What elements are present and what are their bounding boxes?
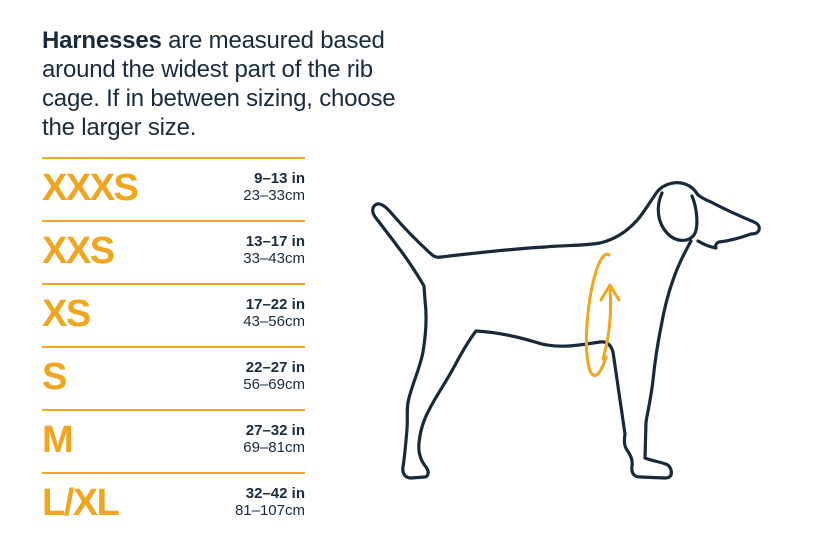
size-label: XXS bbox=[42, 230, 115, 272]
size-cm: 69–81cm bbox=[243, 439, 305, 456]
size-measurements: 22–27 in 56–69cm bbox=[243, 348, 305, 393]
dog-ear-outline bbox=[656, 191, 699, 242]
size-measurements: 17–22 in 43–56cm bbox=[243, 285, 305, 330]
intro-text: Harnesses are measured based around the … bbox=[42, 26, 462, 142]
size-cm: 33–43cm bbox=[243, 250, 305, 267]
size-inches: 32–42 in bbox=[245, 485, 305, 502]
size-inches: 27–32 in bbox=[245, 422, 305, 439]
size-cm: 81–107cm bbox=[234, 502, 305, 519]
size-measurements: 32–42 in 81–107cm bbox=[235, 474, 305, 519]
size-inches: 13–17 in bbox=[245, 233, 305, 250]
girth-arrow-head bbox=[599, 283, 621, 302]
table-row-xs: XS 17–22 in 43–56cm bbox=[42, 283, 305, 346]
dog-body-outline bbox=[371, 181, 761, 480]
intro-line-3: cage. If in between sizing, choose bbox=[42, 85, 396, 112]
size-cm: 23–33cm bbox=[243, 187, 305, 204]
intro-line-1: Harnesses are measured based bbox=[42, 26, 462, 55]
intro-line-4: the larger size. bbox=[42, 114, 197, 141]
size-cm: 43–56cm bbox=[243, 313, 305, 330]
size-measurements: 27–32 in 69–81cm bbox=[243, 411, 305, 456]
size-inches: 17–22 in bbox=[245, 296, 305, 313]
girth-measurement-loop bbox=[584, 252, 611, 377]
size-label: L/XL bbox=[42, 482, 120, 524]
size-measurements: 13–17 in 33–43cm bbox=[243, 222, 305, 267]
size-table: XXXS 9–13 in 23–33cm XXS 13–17 in 33–43c… bbox=[42, 157, 305, 535]
intro-lead-bold: Harnesses bbox=[42, 27, 162, 54]
size-cm: 56–69cm bbox=[243, 376, 305, 393]
table-row-xxs: XXS 13–17 in 33–43cm bbox=[42, 220, 305, 283]
dog-illustration bbox=[360, 170, 820, 490]
table-row-s: S 22–27 in 56–69cm bbox=[42, 346, 305, 409]
intro-line-2: around the widest part of the rib bbox=[42, 56, 373, 83]
table-row-lxl: L/XL 32–42 in 81–107cm bbox=[42, 472, 305, 535]
table-row-xxxs: XXXS 9–13 in 23–33cm bbox=[42, 157, 305, 220]
dog-outline-svg bbox=[371, 181, 761, 480]
size-label: S bbox=[42, 356, 67, 398]
size-label: XXXS bbox=[42, 167, 139, 209]
size-measurements: 9–13 in 23–33cm bbox=[243, 159, 305, 204]
intro-line-1-rest: are measured based bbox=[161, 27, 385, 54]
size-label: M bbox=[42, 419, 74, 461]
size-inches: 9–13 in bbox=[254, 170, 305, 187]
size-label: XS bbox=[42, 293, 91, 335]
size-inches: 22–27 in bbox=[245, 359, 305, 376]
girth-arrow-shaft bbox=[601, 288, 613, 361]
table-row-m: M 27–32 in 69–81cm bbox=[42, 409, 305, 472]
